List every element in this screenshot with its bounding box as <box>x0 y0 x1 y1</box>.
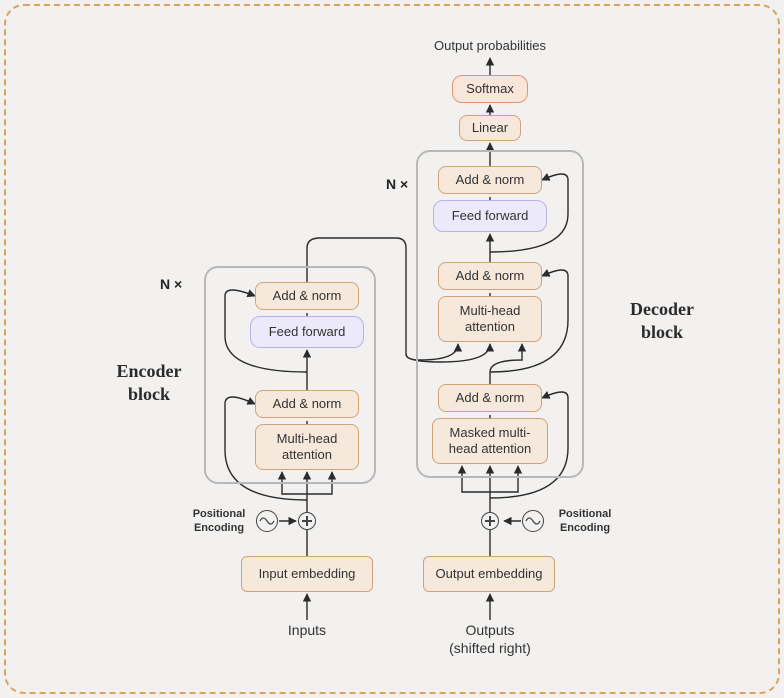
box-dec_add1: Add & norm <box>438 384 542 412</box>
box-linear: Linear <box>459 115 521 141</box>
output-probabilities-label: Output probabilities <box>420 38 560 54</box>
pe-left-label: Positional Encoding <box>184 508 254 536</box>
decoder-add-pe-icon <box>481 512 499 530</box>
box-enc_mha: Multi-head attention <box>255 424 359 470</box>
box-dec_mha: Multi-head attention <box>438 296 542 342</box>
box-dec_ff: Feed forward <box>433 200 547 232</box>
pe-right-label: Positional Encoding <box>550 508 620 536</box>
outputs-label: Outputs (shifted right) <box>438 622 542 657</box>
decoder-repeat-label: N × <box>386 176 408 192</box>
dashed-frame <box>4 4 780 694</box>
box-input_emb: Input embedding <box>241 556 373 592</box>
box-enc_add1: Add & norm <box>255 390 359 418</box>
box-dec_mmha: Masked multi- head attention <box>432 418 548 464</box>
box-enc_ff: Feed forward <box>250 316 364 348</box>
decoder-block-label: Decoder block <box>612 298 712 343</box>
encoder-add-pe-icon <box>298 512 316 530</box>
box-dec_add2: Add & norm <box>438 262 542 290</box>
box-dec_add3: Add & norm <box>438 166 542 194</box>
inputs-label: Inputs <box>270 622 344 640</box>
box-softmax: Softmax <box>452 75 528 103</box>
encoder-positional-wave-icon <box>256 510 278 532</box>
diagram-canvas: { "diagram": { "type": "flowchart", "wid… <box>0 0 784 698</box>
decoder-positional-wave-icon <box>522 510 544 532</box>
box-output_emb: Output embedding <box>423 556 555 592</box>
encoder-block-label: Encoder block <box>104 360 194 405</box>
encoder-repeat-label: N × <box>160 276 182 292</box>
edges-layer <box>0 0 784 698</box>
box-enc_add2: Add & norm <box>255 282 359 310</box>
